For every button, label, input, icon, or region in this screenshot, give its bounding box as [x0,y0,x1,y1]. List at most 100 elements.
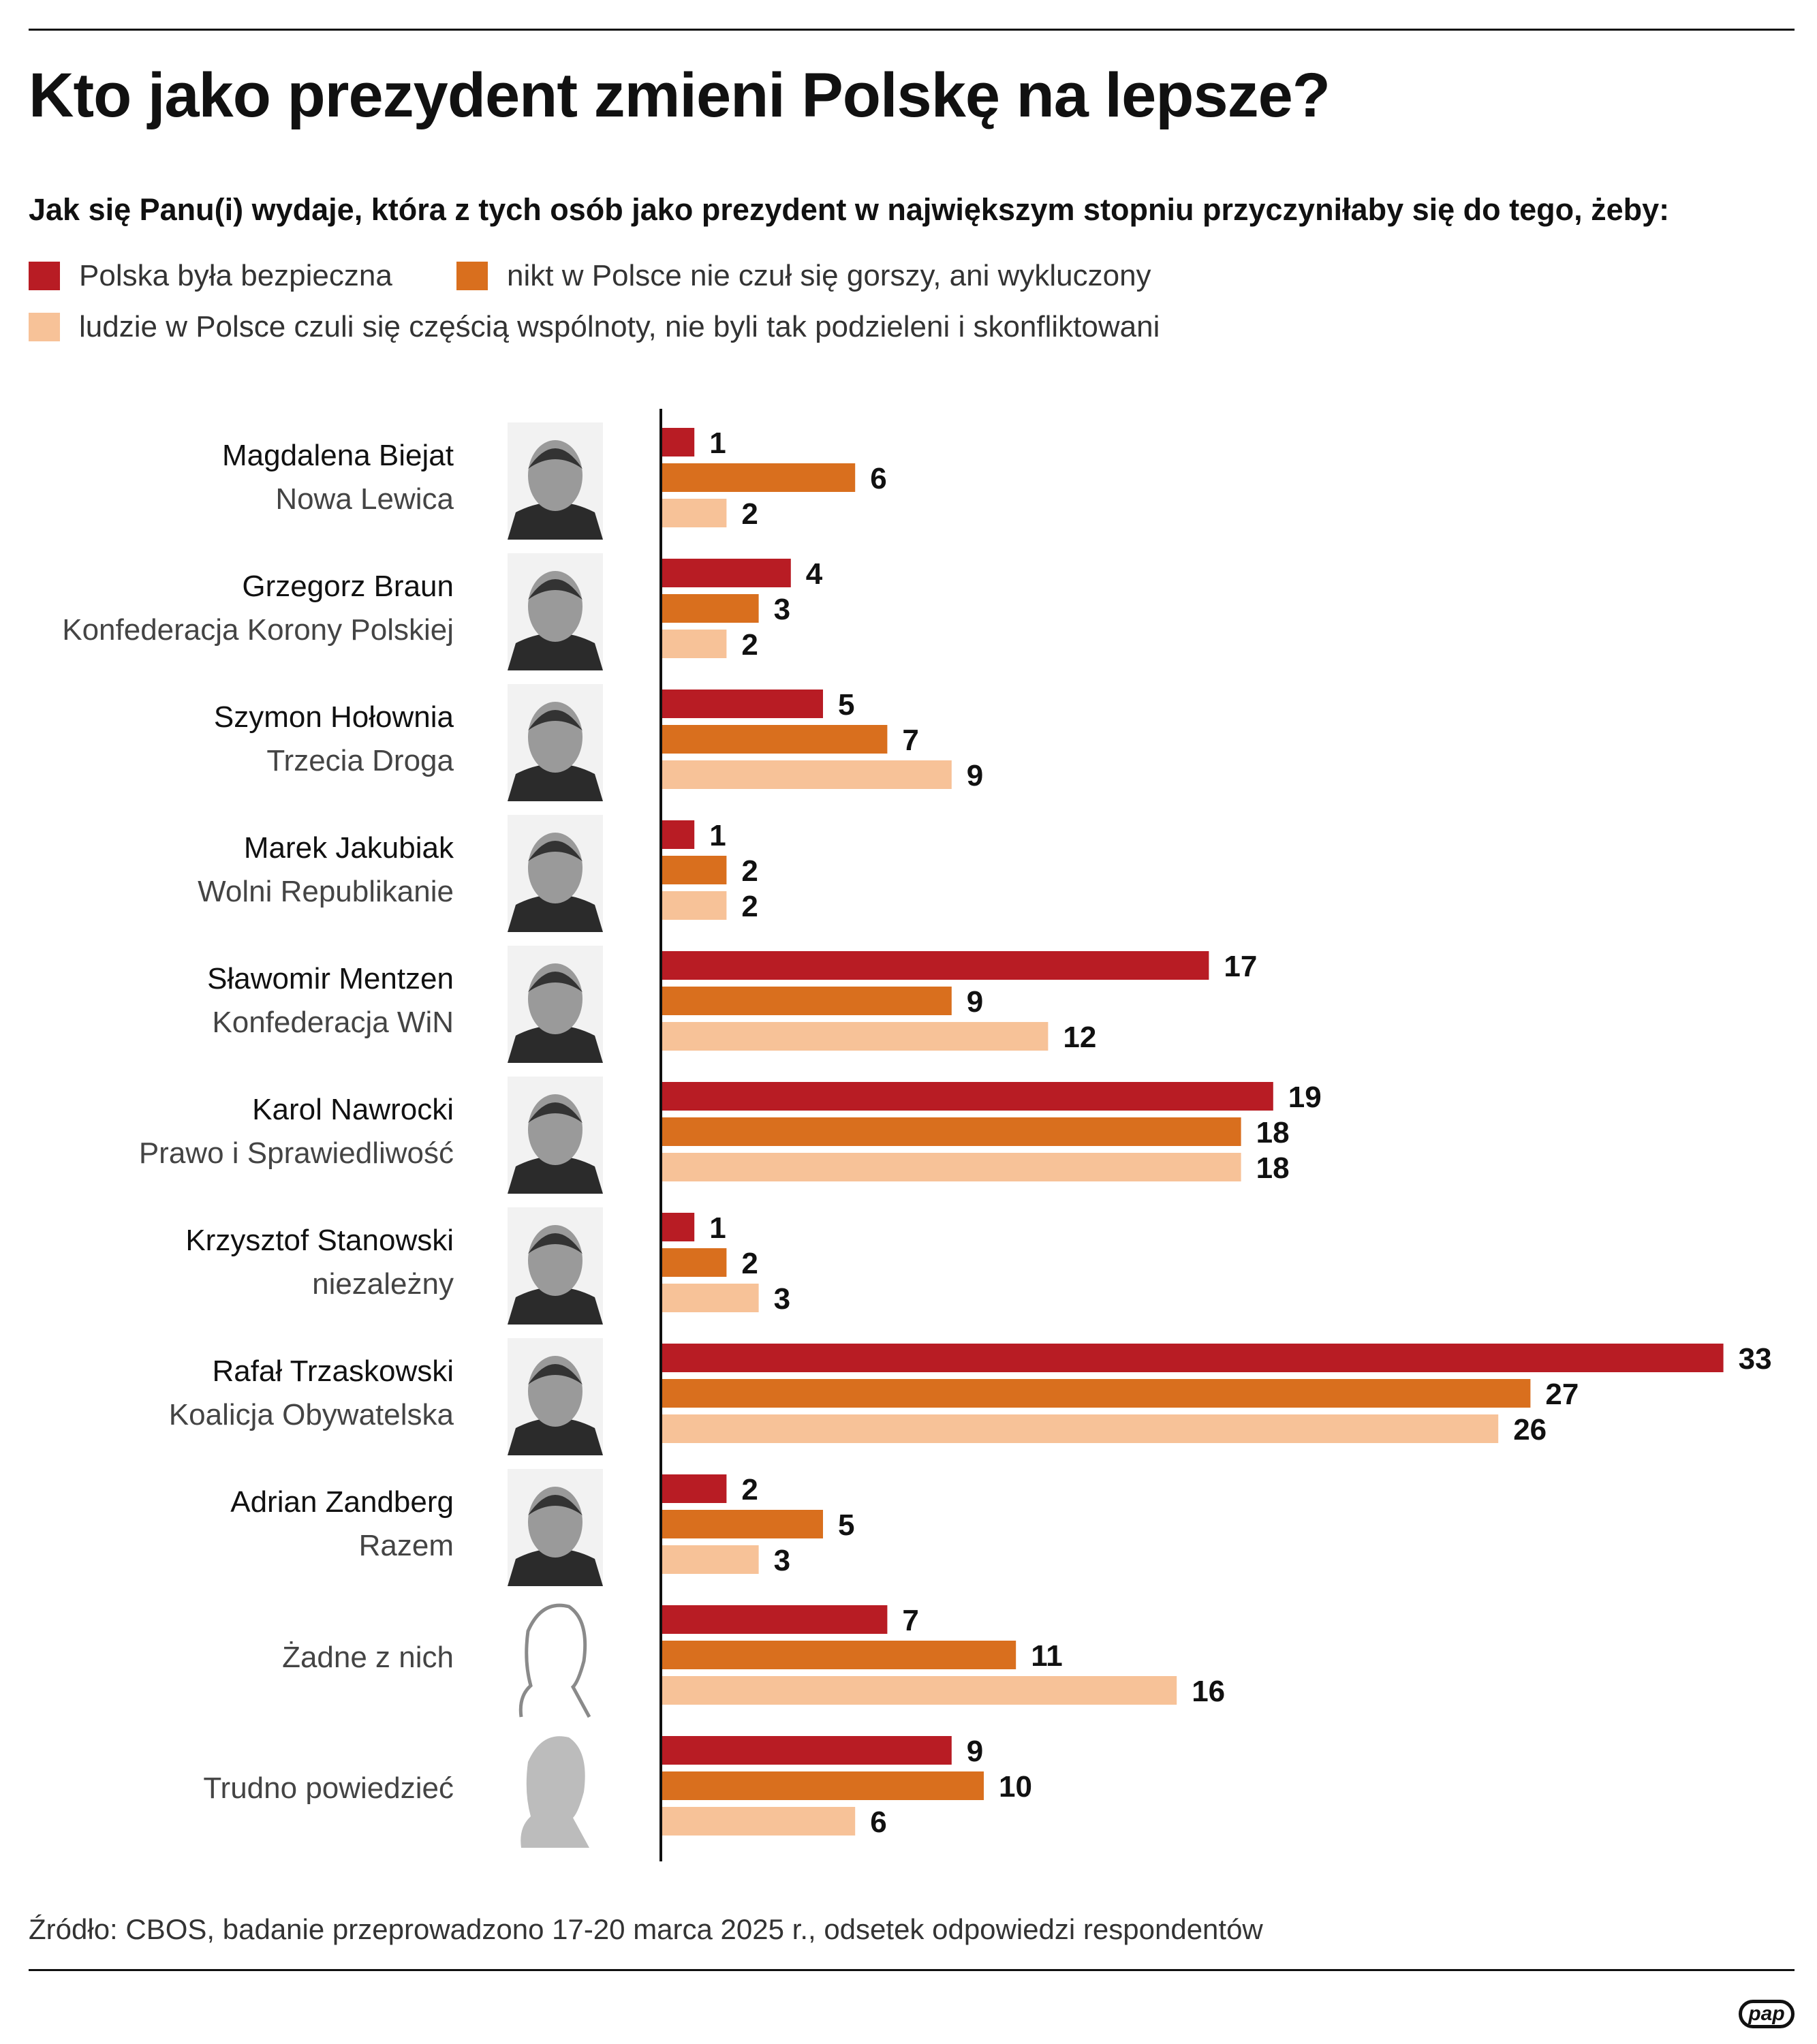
portrait-photo [508,553,603,670]
bar-value-label: 1 [709,819,726,852]
bar [662,559,791,587]
bottom-rule [29,1969,1795,1971]
bar-value-label: 26 [1513,1413,1547,1446]
bar [662,1379,1531,1408]
category-label: Żadne z nich [282,1641,454,1674]
portrait-hair [528,972,583,992]
bar-value-label: 27 [1545,1378,1579,1411]
candidate-party: niezależny [312,1267,454,1301]
gray-head-icon [521,1736,589,1848]
candidate-party: Wolni Republikanie [198,875,454,908]
bar [662,1641,1016,1669]
bar-value-label: 2 [741,1247,758,1280]
bar [662,1510,823,1538]
bar [662,1117,1241,1146]
bar [662,987,952,1015]
bar-value-label: 33 [1739,1342,1772,1376]
outline-head-icon [518,1603,591,1718]
portrait-shoulders [508,764,603,801]
bar [662,891,727,920]
bar [662,1545,759,1574]
portrait-hair [528,1495,583,1515]
portrait-hair [528,448,583,469]
legend-label: Polska była bezpieczna [79,259,392,292]
bar [662,1153,1241,1181]
bar [662,1807,856,1836]
bar-value-label: 10 [999,1770,1032,1803]
bar [662,463,856,492]
candidate-name: Adrian Zandberg [230,1485,454,1519]
bar [662,725,888,754]
top-rule [29,29,1795,31]
bar [662,1284,759,1312]
bar-value-label: 9 [967,759,983,792]
bar [662,760,952,789]
candidate-party: Prawo i Sprawiedliwość [139,1136,454,1170]
portrait-hair [528,1102,583,1123]
portrait-shoulders [508,1156,603,1194]
bar [662,1474,727,1503]
portrait-photo [508,1338,603,1455]
pap-logo: pap [1739,2000,1795,2028]
chart-title: Kto jako prezydent zmieni Polskę na leps… [29,61,1331,130]
bar-value-label: 1 [709,1211,726,1245]
candidate-party: Nowa Lewica [275,482,454,516]
bar [662,499,727,527]
legend-swatch [456,262,488,290]
bar [662,1022,1049,1051]
bar-value-label: 17 [1224,950,1257,983]
bar-value-label: 2 [741,890,758,923]
bar-value-label: 12 [1063,1021,1096,1054]
legend-swatch [29,262,60,290]
bar [662,1605,888,1634]
bar-value-label: 7 [902,724,918,757]
bar-value-label: 5 [838,688,854,722]
portrait-hair [528,710,583,730]
bar-value-label: 9 [967,985,983,1019]
candidate-name: Rafał Trzaskowski [212,1354,454,1388]
bar-value-label: 18 [1256,1116,1290,1149]
bar [662,951,1209,980]
bar [662,1771,984,1800]
candidate-name: Sławomir Mentzen [207,962,454,995]
portrait-photo [508,815,603,932]
candidate-party: Konfederacja Korony Polskiej [62,613,454,647]
bar [662,820,695,849]
portrait-photo [508,1469,603,1586]
bar-value-label: 6 [870,1806,886,1839]
bar [662,1414,1499,1443]
candidate-party: Trzecia Droga [266,744,454,777]
bar-value-label: 18 [1256,1151,1290,1185]
portrait-shoulders [508,502,603,540]
bar [662,1082,1273,1111]
bar-value-label: 6 [870,462,886,495]
candidate-name: Szymon Hołownia [214,700,454,734]
bar-value-label: 11 [1031,1639,1063,1673]
legend-item-excluded: nikt w Polsce nie czuł się gorszy, ani w… [456,259,1151,293]
bar-value-label: 19 [1288,1081,1322,1114]
candidate-name: Marek Jakubiak [244,831,454,865]
bar-value-label: 5 [838,1508,854,1542]
bar [662,1248,727,1277]
portrait-shoulders [508,1287,603,1325]
candidate-party: Koalicja Obywatelska [169,1398,454,1431]
legend-swatch [29,313,60,341]
candidate-party: Razem [359,1529,454,1562]
legend-label: ludzie w Polsce czuli się częścią wspóln… [79,310,1160,343]
legend-item-community: ludzie w Polsce czuli się częścią wspóln… [29,310,1160,344]
candidate-name: Karol Nawrocki [252,1093,454,1126]
bar [662,1344,1724,1372]
bar [662,1213,695,1241]
bar [662,690,823,718]
bar-value-label: 7 [902,1604,918,1637]
candidate-name: Grzegorz Braun [242,570,454,603]
legend-label: nikt w Polsce nie czuł się gorszy, ani w… [507,259,1151,292]
bar [662,1676,1177,1705]
bar-value-label: 3 [774,1544,790,1577]
portrait-hair [528,1233,583,1254]
bar-value-label: 2 [741,854,758,888]
bar-value-label: 2 [741,628,758,662]
outline-head-shape [518,1603,591,1718]
candidate-party: Konfederacja WiN [212,1006,454,1039]
